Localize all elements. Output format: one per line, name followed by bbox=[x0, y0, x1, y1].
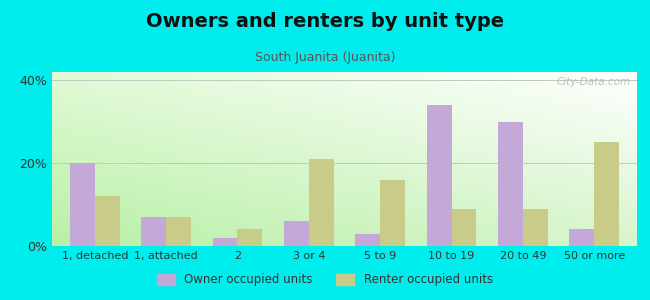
Bar bbox=[284, 221, 309, 246]
Bar bbox=[426, 105, 452, 246]
Bar bbox=[70, 163, 95, 246]
Bar bbox=[523, 209, 548, 246]
Bar bbox=[309, 159, 334, 246]
Text: Owners and renters by unit type: Owners and renters by unit type bbox=[146, 12, 504, 31]
Bar bbox=[498, 122, 523, 246]
Bar bbox=[213, 238, 237, 246]
Bar bbox=[594, 142, 619, 246]
Text: South Juanita (Juanita): South Juanita (Juanita) bbox=[255, 51, 395, 64]
Bar bbox=[166, 217, 191, 246]
Bar bbox=[452, 209, 476, 246]
Bar bbox=[355, 234, 380, 246]
Text: City-Data.com: City-Data.com bbox=[557, 77, 631, 87]
Bar bbox=[141, 217, 166, 246]
Bar bbox=[380, 180, 405, 246]
Bar bbox=[95, 196, 120, 246]
Bar bbox=[237, 230, 263, 246]
Bar bbox=[569, 230, 594, 246]
Legend: Owner occupied units, Renter occupied units: Owner occupied units, Renter occupied un… bbox=[153, 269, 497, 291]
